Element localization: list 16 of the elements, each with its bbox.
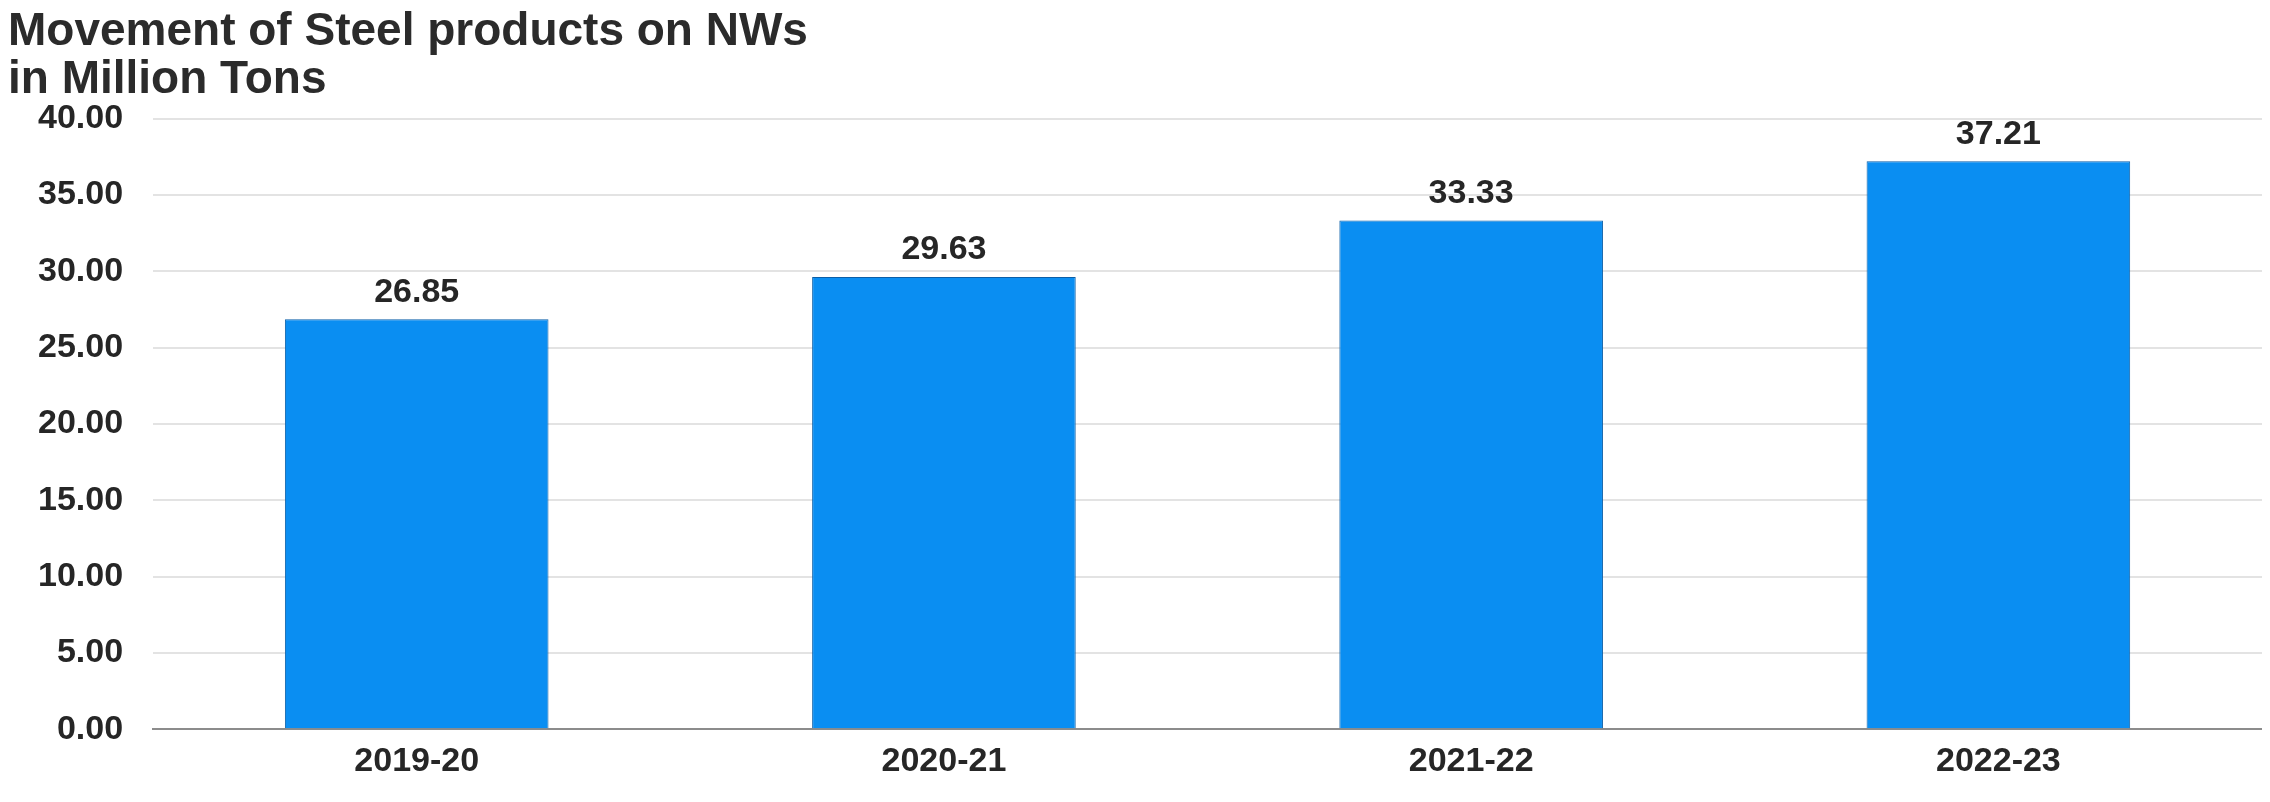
data-label: 37.21 — [1955, 112, 2041, 151]
data-label: 29.63 — [901, 228, 987, 267]
y-tick-label: 0.00 — [56, 707, 124, 746]
y-tick-label: 35.00 — [37, 173, 124, 212]
y-tick-label: 25.00 — [37, 325, 124, 364]
y-tick-label: 30.00 — [37, 249, 124, 288]
y-tick-label: 10.00 — [37, 554, 124, 593]
x-tick-label: 2021-22 — [1408, 739, 1534, 778]
data-label: 33.33 — [1428, 171, 1514, 210]
x-tick-label: 2020-21 — [881, 739, 1007, 778]
x-tick-label: 2022-23 — [1935, 739, 2061, 778]
y-tick-label: 5.00 — [56, 631, 124, 670]
y-tick-label: 20.00 — [37, 402, 124, 441]
y-tick-label: 15.00 — [37, 478, 124, 517]
x-tick-label: 2019-20 — [354, 739, 480, 778]
data-label: 26.85 — [374, 270, 460, 309]
